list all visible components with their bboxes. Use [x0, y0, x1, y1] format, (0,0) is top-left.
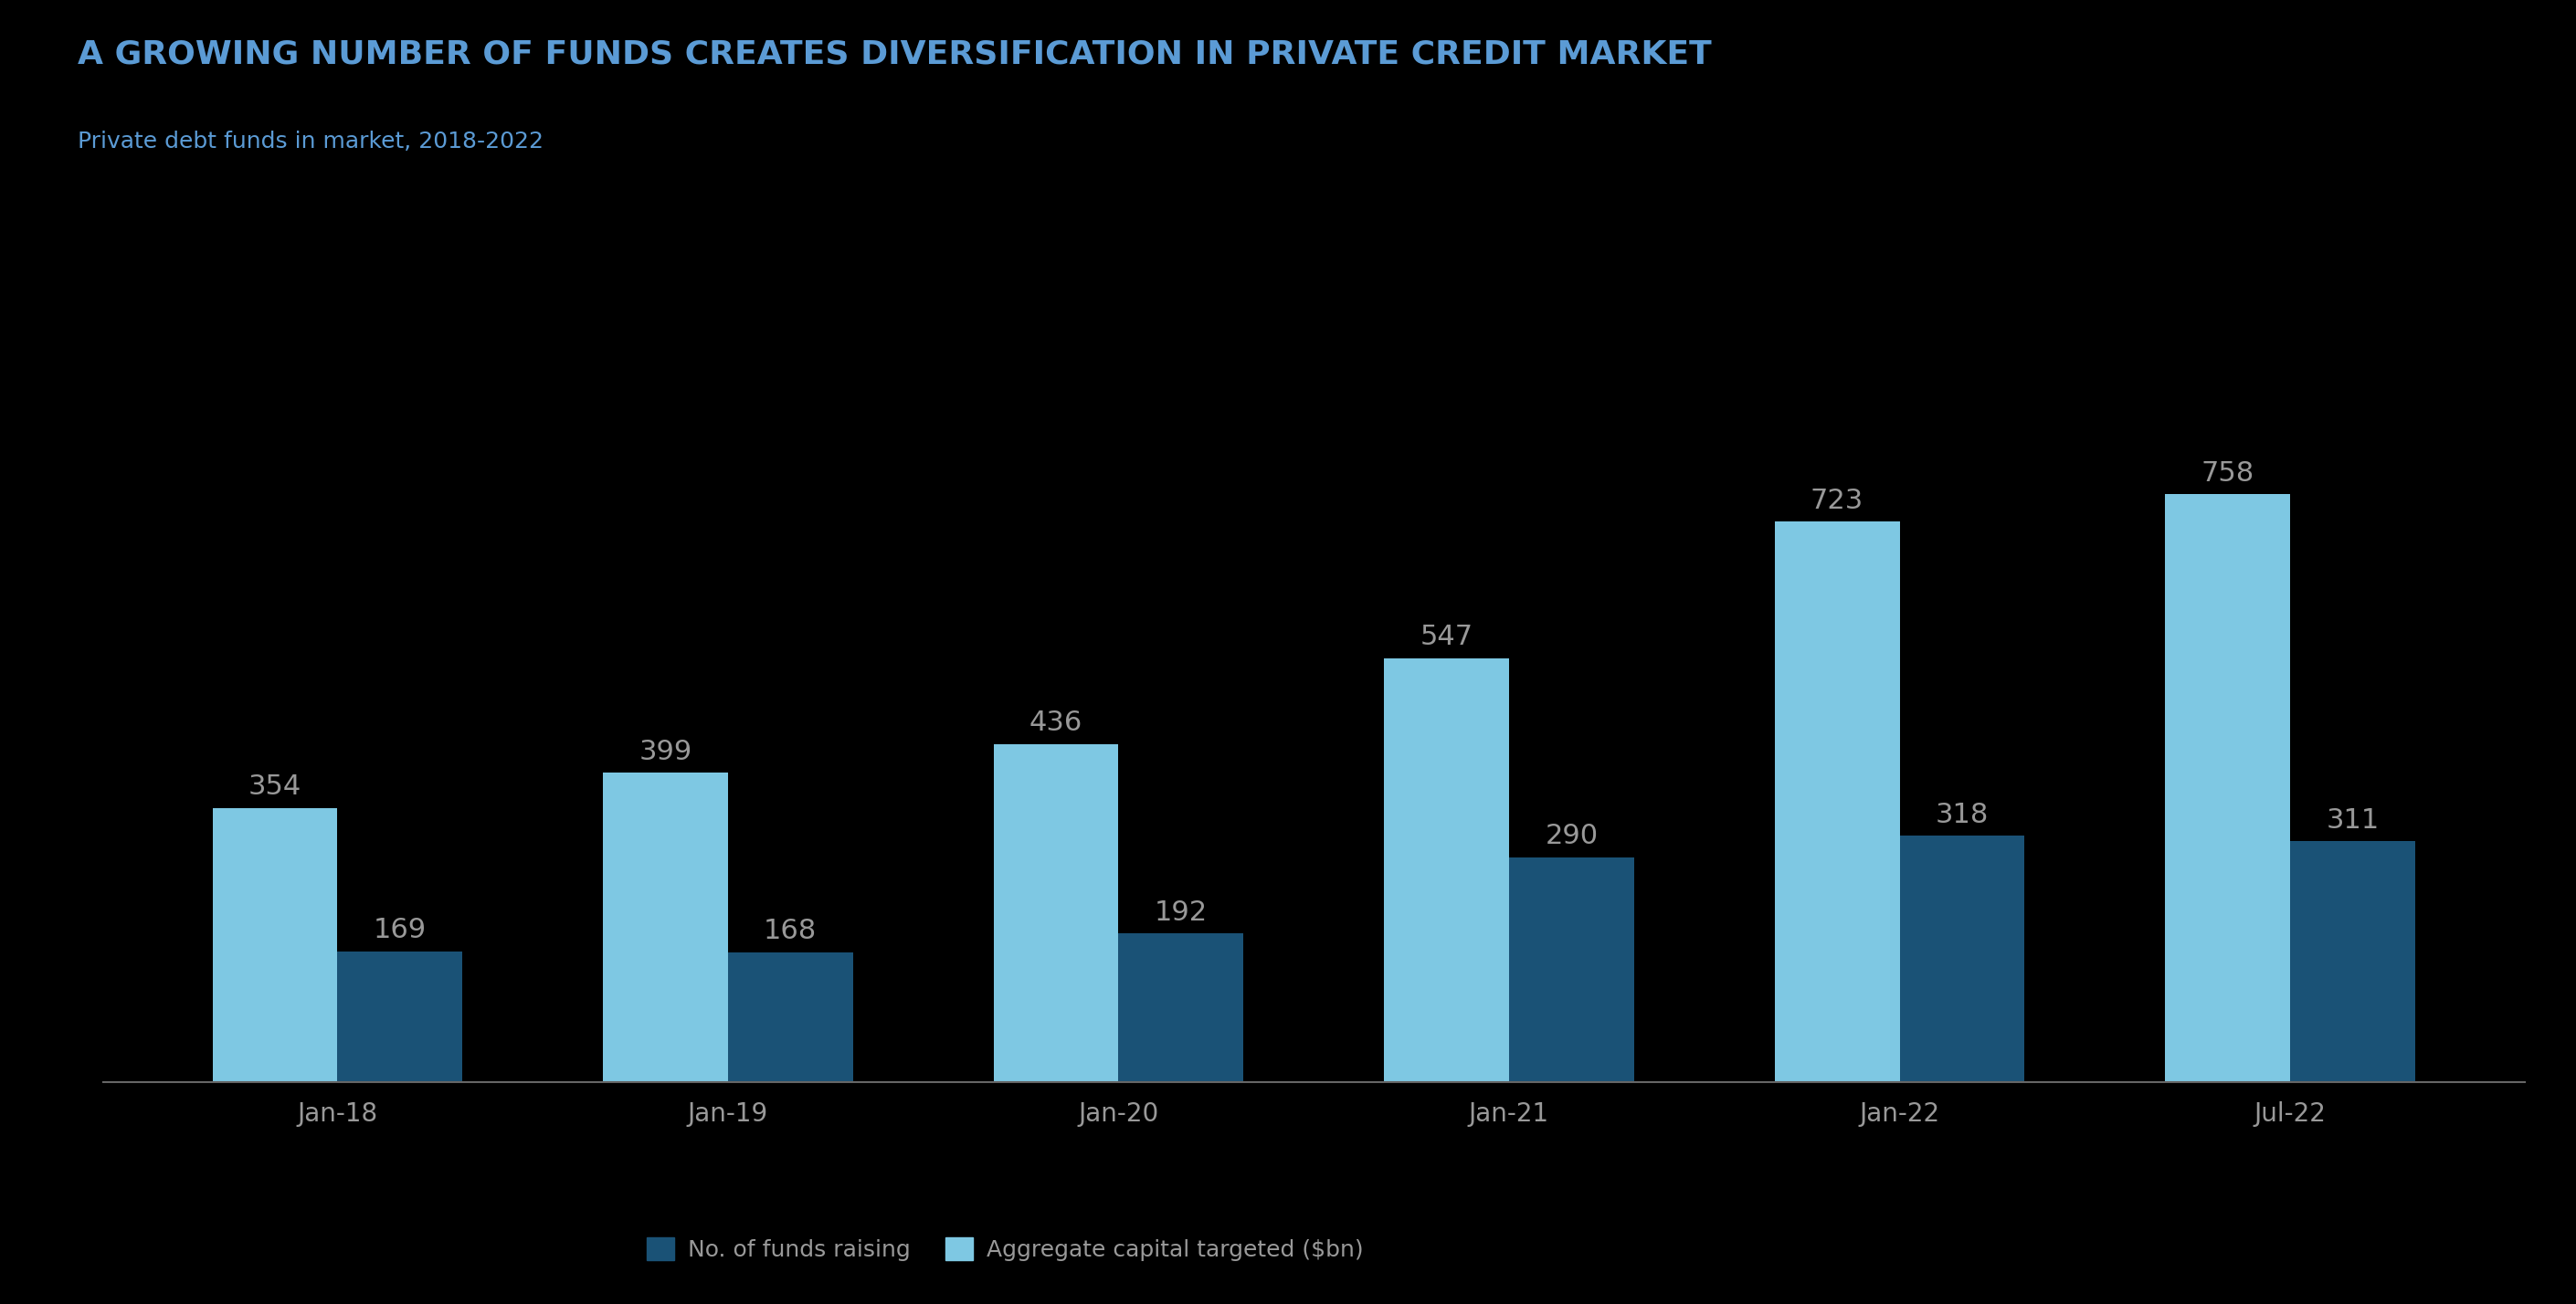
Text: 436: 436: [1030, 709, 1082, 737]
Text: 547: 547: [1419, 623, 1473, 651]
Bar: [1899, 836, 2025, 1082]
Bar: [1383, 659, 1510, 1082]
Text: 723: 723: [1811, 488, 1862, 514]
Legend: No. of funds raising, Aggregate capital targeted ($bn): No. of funds raising, Aggregate capital …: [647, 1237, 1363, 1261]
Text: 311: 311: [2326, 807, 2380, 833]
Text: 192: 192: [1154, 900, 1208, 926]
Bar: [337, 951, 461, 1082]
Bar: [994, 745, 1118, 1082]
Bar: [1775, 522, 1899, 1082]
Bar: [2290, 841, 2416, 1082]
Text: 318: 318: [1935, 802, 1989, 828]
Text: 290: 290: [1546, 823, 1597, 850]
Text: 399: 399: [639, 738, 693, 765]
Bar: [211, 807, 337, 1082]
Bar: [1118, 934, 1244, 1082]
Text: Private debt funds in market, 2018-2022: Private debt funds in market, 2018-2022: [77, 130, 544, 153]
Bar: [2166, 494, 2290, 1082]
Bar: [729, 952, 853, 1082]
Text: A GROWING NUMBER OF FUNDS CREATES DIVERSIFICATION IN PRIVATE CREDIT MARKET: A GROWING NUMBER OF FUNDS CREATES DIVERS…: [77, 39, 1710, 70]
Text: 169: 169: [374, 917, 428, 944]
Bar: [603, 773, 729, 1082]
Text: 758: 758: [2200, 460, 2254, 486]
Text: 168: 168: [765, 918, 817, 944]
Text: 354: 354: [247, 773, 301, 801]
Bar: [1510, 858, 1633, 1082]
